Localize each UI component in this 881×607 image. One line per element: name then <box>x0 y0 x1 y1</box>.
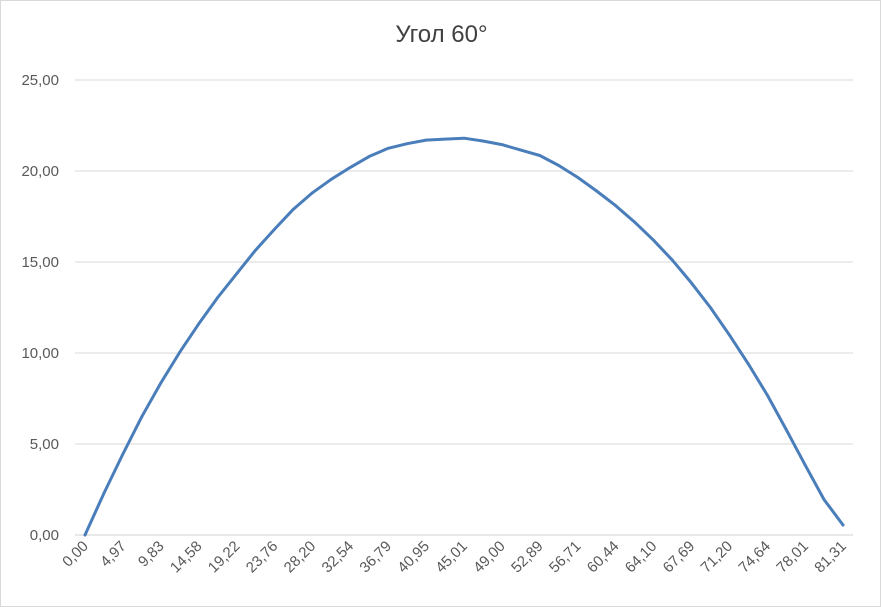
series-layer <box>83 136 845 537</box>
data-point <box>803 463 807 467</box>
data-point <box>614 204 617 207</box>
data-point <box>500 143 504 147</box>
data-point <box>140 415 144 419</box>
data-point <box>273 227 276 231</box>
data-point <box>235 272 239 276</box>
data-point <box>746 362 750 366</box>
x-tick-label: 49,00 <box>470 538 509 577</box>
data-point <box>121 452 125 456</box>
y-axis-ticks: 0,00 5,00 10,00 15,00 20,00 25,00 <box>21 72 59 544</box>
data-point <box>595 189 599 193</box>
x-tick-label: 60,44 <box>584 538 623 577</box>
data-point <box>822 498 826 501</box>
data-point <box>83 533 87 537</box>
data-point <box>690 281 693 285</box>
x-tick-label: 28,20 <box>281 538 320 577</box>
data-point <box>367 155 371 158</box>
x-tick-label: 56,71 <box>546 538 585 577</box>
x-tick-label: 0,00 <box>59 538 92 571</box>
data-point <box>538 154 542 157</box>
series-line <box>83 136 845 537</box>
data-point <box>159 381 163 385</box>
data-point <box>557 164 561 167</box>
y-tick-label: 10,00 <box>21 345 59 362</box>
data-point <box>576 175 580 179</box>
x-tick-label: 45,01 <box>432 538 471 577</box>
data-point <box>197 322 201 326</box>
data-point <box>329 177 333 181</box>
chart-title: Угол 60° <box>395 21 488 48</box>
y-tick-label: 15,00 <box>21 254 59 271</box>
x-tick-label: 14,58 <box>167 538 206 577</box>
x-tick-label: 19,22 <box>205 538 244 577</box>
x-tick-label: 81,31 <box>811 538 850 577</box>
data-point <box>727 333 731 337</box>
x-tick-label: 71,20 <box>698 538 737 577</box>
y-tick-label: 25,00 <box>21 72 59 89</box>
data-point <box>254 248 257 252</box>
x-tick-label: 78,01 <box>773 538 812 577</box>
x-tick-label: 4,97 <box>97 538 130 571</box>
data-point <box>102 491 106 495</box>
gridlines <box>75 79 853 536</box>
data-point <box>784 428 788 431</box>
data-point <box>841 523 845 527</box>
data-point <box>292 207 295 211</box>
x-tick-label: 9,83 <box>135 538 168 571</box>
x-tick-label: 74,64 <box>735 538 774 577</box>
data-point <box>443 137 447 141</box>
x-tick-label: 23,76 <box>243 538 282 577</box>
data-point <box>671 258 674 262</box>
data-point <box>386 146 390 150</box>
data-point <box>765 393 769 397</box>
data-point <box>311 191 314 195</box>
data-point <box>708 306 712 309</box>
data-point <box>424 138 428 142</box>
x-tick-label: 40,95 <box>394 538 433 577</box>
data-point <box>462 136 466 140</box>
data-point <box>216 296 220 299</box>
data-point <box>348 165 352 169</box>
x-tick-label: 67,69 <box>660 538 699 577</box>
data-point <box>652 238 655 242</box>
x-tick-label: 32,54 <box>319 538 358 577</box>
x-tick-label: 52,89 <box>508 538 547 577</box>
y-tick-label: 20,00 <box>21 163 59 180</box>
data-point <box>519 148 523 152</box>
data-point <box>405 142 409 146</box>
y-tick-label: 5,00 <box>30 436 59 453</box>
data-point <box>178 350 182 354</box>
x-tick-label: 64,10 <box>622 538 661 577</box>
x-axis-ticks: 0,00 4,97 9,83 14,58 19,22 23,76 28,20 32,54 36,… <box>59 538 850 577</box>
data-point <box>633 220 636 224</box>
y-tick-label: 0,00 <box>30 527 59 544</box>
x-tick-label: 36,79 <box>356 538 395 577</box>
data-point <box>481 139 485 143</box>
